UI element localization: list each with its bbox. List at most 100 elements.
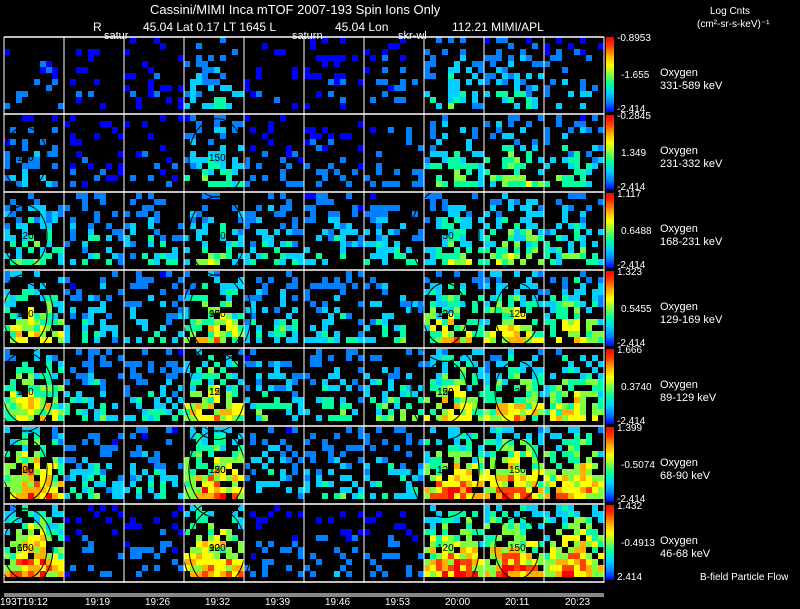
heat-cell — [58, 511, 64, 517]
heat-cell — [202, 241, 208, 247]
heat-cell — [136, 271, 142, 277]
heat-cell — [526, 451, 532, 457]
heat-cell — [508, 307, 514, 313]
heat-cell — [430, 283, 436, 289]
heat-cell — [436, 415, 442, 421]
heat-cell — [118, 289, 124, 295]
heat-cell — [592, 331, 598, 337]
heat-cell — [58, 463, 64, 469]
heat-cell — [238, 235, 244, 241]
heat-cell — [196, 127, 202, 133]
heat-cell — [52, 559, 58, 565]
heat-cell — [268, 127, 274, 133]
heat-cell — [394, 43, 400, 49]
heat-cell — [46, 523, 52, 529]
heat-cell — [34, 331, 40, 337]
heat-cell — [562, 511, 568, 517]
heat-cell — [424, 91, 430, 97]
heat-cell — [568, 127, 574, 133]
heat-cell — [292, 217, 298, 223]
heat-cell — [94, 211, 100, 217]
heat-cell — [544, 493, 550, 499]
heat-cell — [226, 463, 232, 469]
heat-cell — [496, 409, 502, 415]
heat-cell — [436, 385, 442, 391]
heat-cell — [580, 493, 586, 499]
info-lon: 45.04 Lon — [335, 20, 389, 34]
heat-cell — [40, 517, 46, 523]
heat-cell — [598, 391, 604, 397]
heat-cell — [118, 169, 124, 175]
heat-cell — [598, 487, 604, 493]
heat-cell — [214, 457, 220, 463]
heat-cell — [196, 325, 202, 331]
heat-cell — [448, 313, 454, 319]
heat-cell — [280, 457, 286, 463]
heat-cell — [16, 319, 22, 325]
heat-cell — [244, 85, 250, 91]
heat-cell — [424, 325, 430, 331]
heat-cell — [370, 379, 376, 385]
heat-cell — [190, 475, 196, 481]
heat-cell — [382, 415, 388, 421]
heat-cell — [394, 247, 400, 253]
heat-cell — [310, 451, 316, 457]
heat-cell — [118, 229, 124, 235]
heat-cell — [184, 307, 190, 313]
heat-cell — [460, 493, 466, 499]
heat-cell — [4, 157, 10, 163]
heat-cell — [70, 115, 76, 121]
heat-cell — [46, 517, 52, 523]
heat-cell — [130, 475, 136, 481]
heat-cell — [400, 301, 406, 307]
heat-cell — [124, 241, 130, 247]
heat-cell — [364, 175, 370, 181]
heat-cell — [268, 361, 274, 367]
heat-cell — [472, 493, 478, 499]
heat-cell — [424, 565, 430, 571]
heat-cell — [88, 565, 94, 571]
heat-cell — [4, 475, 10, 481]
heat-cell — [400, 475, 406, 481]
heat-cell — [532, 565, 538, 571]
heat-cell — [424, 415, 430, 421]
heat-cell — [340, 397, 346, 403]
heat-cell — [472, 331, 478, 337]
heat-cell — [40, 541, 46, 547]
heat-cell — [226, 553, 232, 559]
heat-cell — [130, 91, 136, 97]
heat-cell — [262, 571, 268, 577]
heat-cell — [130, 223, 136, 229]
heat-cell — [478, 175, 484, 181]
heat-cell — [28, 529, 34, 535]
heat-cell — [4, 253, 10, 259]
contour-label: 90 — [17, 309, 29, 320]
heat-cell — [190, 97, 196, 103]
heat-cell — [550, 247, 556, 253]
heat-cell — [286, 205, 292, 211]
heat-cell — [514, 415, 520, 421]
heat-cell — [358, 433, 364, 439]
heat-cell — [46, 313, 52, 319]
heat-cell — [22, 505, 28, 511]
heat-cell — [316, 193, 322, 199]
heat-cell — [16, 541, 22, 547]
heat-cell — [484, 37, 490, 43]
heat-cell — [358, 385, 364, 391]
heat-cell — [34, 217, 40, 223]
heat-cell — [88, 349, 94, 355]
heat-cell — [154, 199, 160, 205]
heat-cell — [106, 247, 112, 253]
heat-cell — [358, 457, 364, 463]
heat-cell — [64, 325, 70, 331]
heat-cell — [40, 217, 46, 223]
heat-cell — [568, 157, 574, 163]
heat-cell — [514, 85, 520, 91]
heat-cell — [46, 229, 52, 235]
heat-cell — [514, 457, 520, 463]
heat-cell — [130, 523, 136, 529]
heat-cell — [556, 493, 562, 499]
heat-cell — [496, 547, 502, 553]
heat-cell — [88, 313, 94, 319]
heat-cell — [418, 475, 424, 481]
